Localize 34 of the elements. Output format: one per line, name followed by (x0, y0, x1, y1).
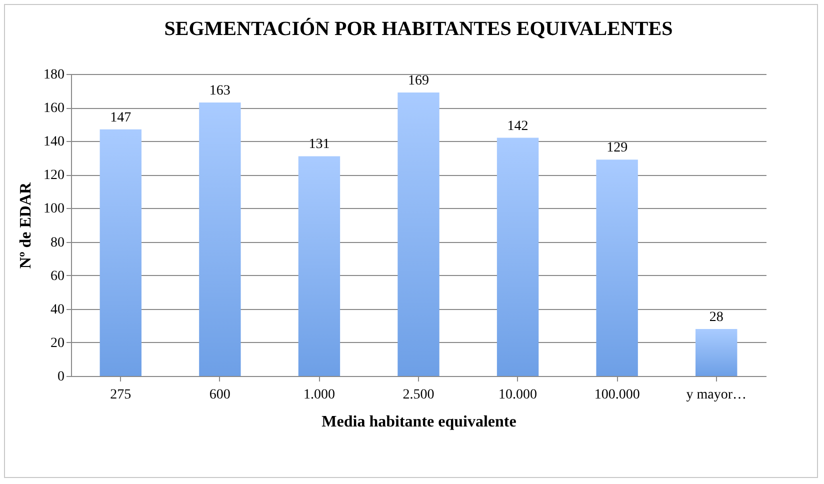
data-label: 129 (606, 140, 628, 156)
bar (596, 160, 638, 376)
data-label: 142 (507, 118, 528, 134)
x-tick-label: 2.500 (402, 388, 434, 402)
y-tick-label: 120 (44, 168, 64, 184)
data-label: 131 (308, 137, 330, 152)
data-label: 163 (209, 84, 230, 99)
y-axis-title: Nº de EDAR (18, 182, 34, 269)
bar (100, 129, 142, 376)
x-tick-label: 275 (110, 388, 132, 402)
y-tick-label: 20 (50, 336, 64, 351)
bar (298, 156, 340, 376)
data-label: 169 (408, 73, 429, 88)
y-tick-label: 40 (50, 302, 64, 318)
bar (199, 102, 241, 376)
x-tick-label: 100.000 (594, 388, 640, 402)
y-tick-label: 140 (44, 134, 64, 150)
y-tick-label: 80 (50, 235, 64, 250)
y-tick-label: 60 (50, 268, 64, 284)
x-tick-label: y mayor… (686, 388, 746, 402)
chart-title: SEGMENTACIÓN POR HABITANTES EQUIVALENTES (164, 17, 673, 40)
x-tick-label: 1.000 (303, 388, 335, 402)
y-tick-label: 0 (58, 370, 64, 384)
y-tick-label: 160 (44, 101, 64, 116)
data-label: 28 (709, 310, 724, 326)
y-tick-label: 100 (44, 202, 64, 217)
x-tick-label: 10.000 (498, 388, 538, 402)
data-label: 147 (110, 110, 132, 126)
y-tick-label: 180 (44, 68, 64, 82)
bar (696, 329, 738, 376)
bar (496, 138, 539, 376)
x-tick-label: 600 (209, 388, 230, 402)
bar (398, 92, 440, 376)
x-axis-title: Media habitante equivalente (322, 414, 516, 430)
